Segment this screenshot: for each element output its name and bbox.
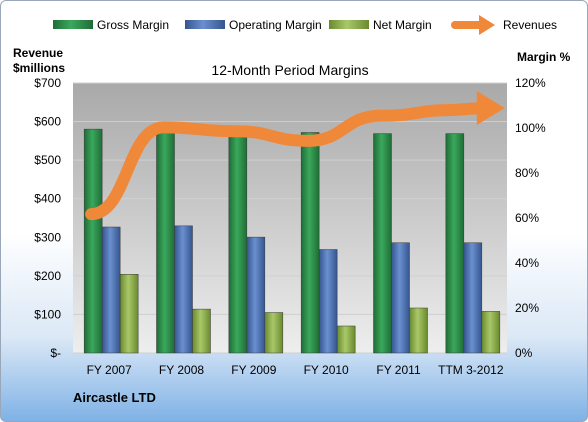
x-tick-label: FY 2011 xyxy=(376,363,421,377)
bar-gross-margin xyxy=(373,133,392,354)
company-name: Aircastle LTD xyxy=(73,390,156,405)
right-tick-label: 0% xyxy=(515,346,533,360)
left-tick-label: $200 xyxy=(34,269,61,283)
right-axis-ticks: 0% 20% 40% 60% 80% 100% 120% xyxy=(515,76,546,360)
legend-swatch-gross-margin xyxy=(53,20,93,29)
legend-label-net-margin: Net Margin xyxy=(373,18,432,32)
right-axis-label: Margin % xyxy=(517,50,571,64)
bar-gross-margin xyxy=(228,135,248,354)
bar-operating-margin xyxy=(101,226,121,354)
x-tick-label: FY 2007 xyxy=(87,363,132,377)
right-tick-label: 60% xyxy=(515,211,539,225)
left-tick-label: $400 xyxy=(34,192,61,206)
bar-gross-margin xyxy=(156,130,175,354)
bar-operating-margin xyxy=(391,242,410,354)
revenue-series xyxy=(85,91,505,221)
chart-title: 12-Month Period Margins xyxy=(211,62,368,78)
right-tick-label: 100% xyxy=(515,121,546,135)
bar-net-margin xyxy=(481,311,501,354)
right-tick-label: 120% xyxy=(515,76,546,90)
bar-net-margin xyxy=(119,274,139,354)
right-tick-label: 40% xyxy=(515,256,539,270)
bar-net-margin xyxy=(409,307,428,354)
bars xyxy=(83,128,501,354)
left-tick-label: $700 xyxy=(34,76,61,90)
bar-net-margin xyxy=(336,325,356,354)
legend: Gross Margin Operating Margin Net Margin… xyxy=(53,15,557,35)
gridlines xyxy=(73,82,507,354)
bar-operating-margin xyxy=(463,242,483,354)
bar-operating-margin xyxy=(174,225,193,354)
left-tick-label: $100 xyxy=(34,307,61,321)
legend-arrow-revenues xyxy=(479,15,495,35)
legend-label-operating-margin: Operating Margin xyxy=(229,18,322,32)
x-tick-label: FY 2008 xyxy=(159,363,204,377)
left-axis-label-line1: Revenue xyxy=(13,46,63,60)
left-tick-label: $600 xyxy=(34,115,61,129)
bar-gross-margin xyxy=(445,133,465,354)
legend-label-revenues: Revenues xyxy=(503,18,557,32)
left-tick-label: $- xyxy=(50,346,61,360)
right-tick-label: 80% xyxy=(515,166,539,180)
legend-label-gross-margin: Gross Margin xyxy=(97,18,169,32)
x-tick-label: FY 2010 xyxy=(304,363,349,377)
right-tick-label: 20% xyxy=(515,301,539,315)
x-tick-label: TTM 3-2012 xyxy=(438,363,504,377)
bar-net-margin xyxy=(264,312,284,354)
x-axis-ticks: FY 2007 FY 2008 FY 2009 FY 2010 FY 2011 TTM 3… xyxy=(87,363,504,377)
plot-area xyxy=(73,83,507,353)
left-axis-ticks: $- $100 $200 $300 $400 $500 $600 $700 xyxy=(34,76,61,360)
revenue-line xyxy=(85,102,487,221)
bar-gross-margin xyxy=(300,132,320,354)
bar-operating-margin xyxy=(318,249,338,354)
legend-swatch-operating-margin xyxy=(185,20,225,29)
bar-net-margin xyxy=(192,308,211,354)
bar-gross-margin xyxy=(83,128,103,354)
left-tick-label: $500 xyxy=(34,153,61,167)
legend-swatch-net-margin xyxy=(329,20,369,29)
bar-operating-margin xyxy=(246,236,266,354)
left-tick-label: $300 xyxy=(34,230,61,244)
revenue-arrowhead xyxy=(476,91,505,125)
x-tick-label: FY 2009 xyxy=(231,363,276,377)
left-axis-label-line2: $millions xyxy=(13,61,65,75)
